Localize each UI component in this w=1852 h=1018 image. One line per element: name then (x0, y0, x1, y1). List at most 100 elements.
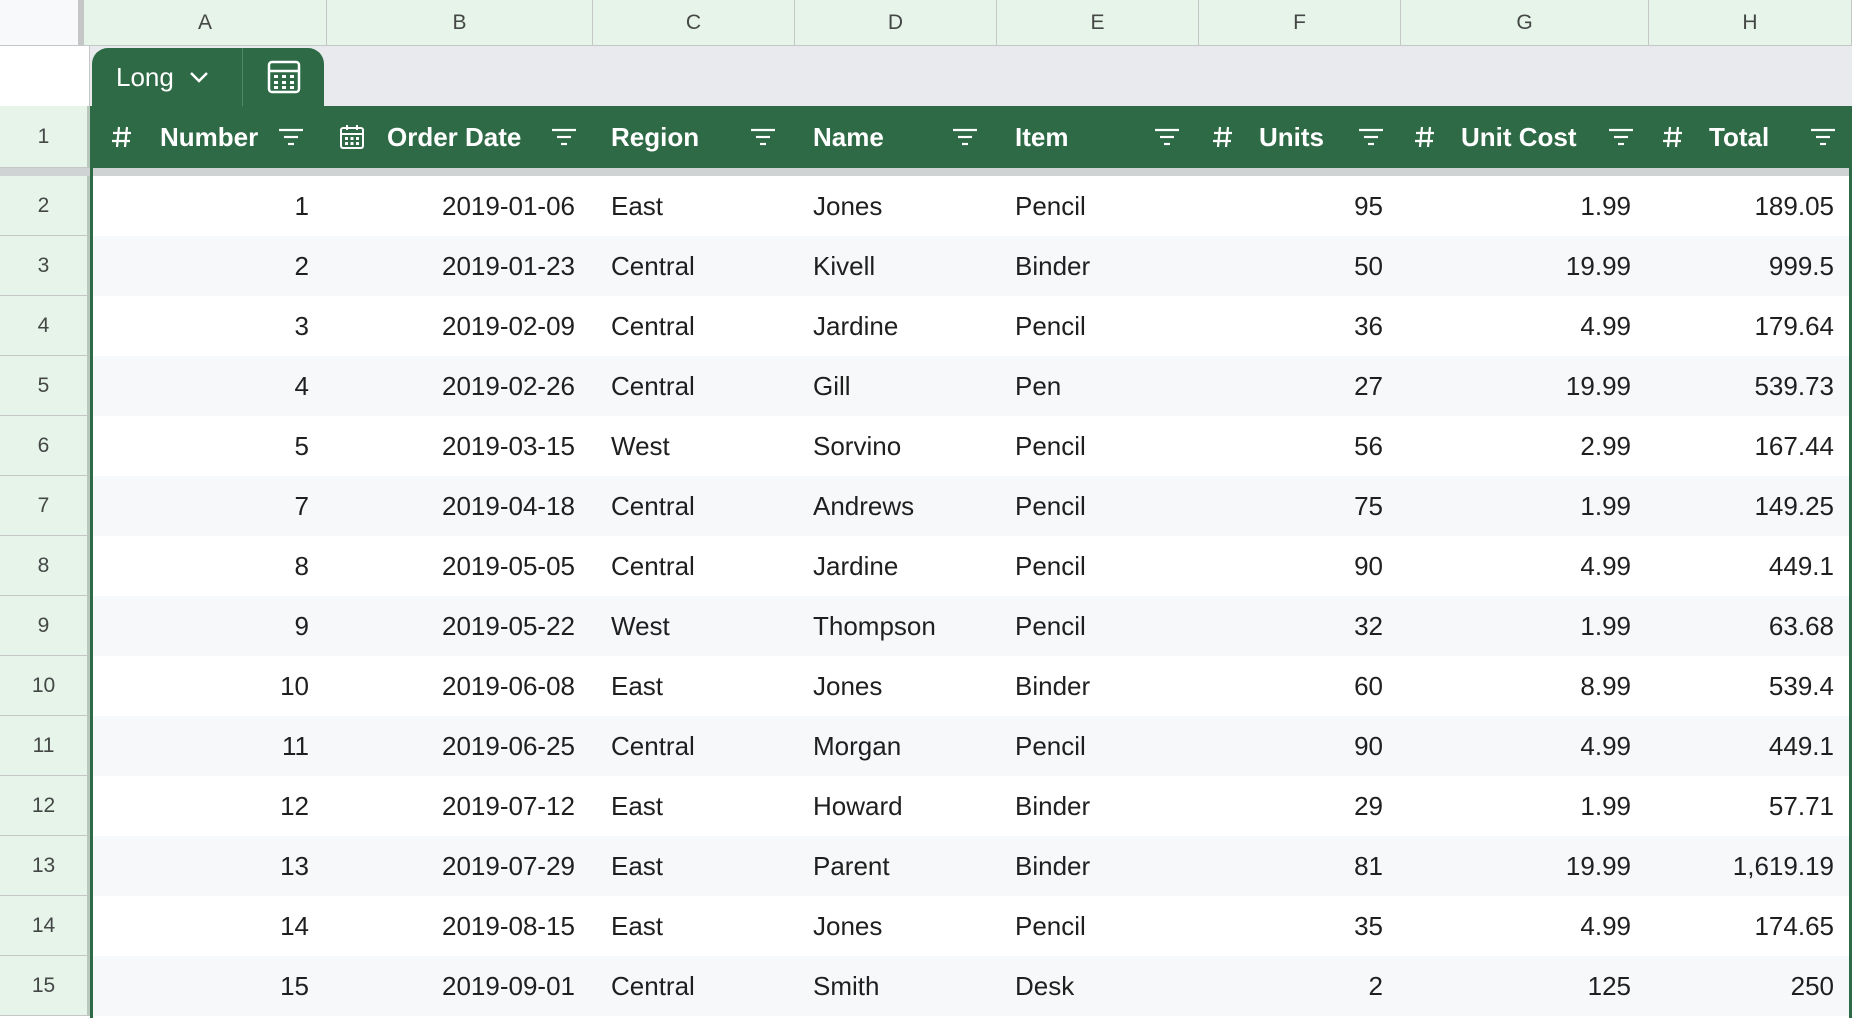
cell-units[interactable]: 60 (1354, 670, 1383, 701)
cell-order-date[interactable]: 2019-01-23 (442, 250, 575, 281)
cell-name[interactable]: Parent (813, 850, 890, 881)
cell-item[interactable]: Pencil (1015, 730, 1086, 761)
cell-unit-cost[interactable]: 19.99 (1565, 250, 1631, 281)
cell-item[interactable]: Pencil (1015, 310, 1086, 341)
cell-total[interactable]: 167.44 (1754, 430, 1834, 461)
column-header-e[interactable]: E (997, 0, 1199, 46)
cell-region[interactable]: East (611, 670, 664, 701)
cell-units[interactable]: 29 (1354, 790, 1383, 821)
cell-total[interactable]: 449.1 (1768, 550, 1834, 581)
cell-item[interactable]: Desk (1015, 970, 1075, 1001)
filter-icon[interactable] (550, 124, 578, 150)
cell-unit-cost[interactable]: 4.99 (1580, 730, 1631, 761)
cell-unit-cost[interactable]: 19.99 (1565, 370, 1631, 401)
cell-item[interactable]: Binder (1015, 670, 1091, 701)
cell-units[interactable]: 56 (1354, 430, 1383, 461)
cell-name[interactable]: Howard (813, 790, 903, 821)
cell-item[interactable]: Binder (1015, 850, 1091, 881)
cell-unit-cost[interactable]: 4.99 (1580, 310, 1631, 341)
cell-unit-cost[interactable]: 2.99 (1580, 430, 1631, 461)
cell-order-date[interactable]: 2019-07-12 (442, 790, 575, 821)
cell-total[interactable]: 149.25 (1754, 490, 1834, 521)
column-header-c[interactable]: C (593, 0, 795, 46)
cell-order-date[interactable]: 2019-01-06 (442, 190, 575, 221)
table-name-dropdown[interactable]: Long (92, 48, 242, 106)
cell-unit-cost[interactable]: 1.99 (1580, 610, 1631, 641)
cell-item[interactable]: Binder (1015, 790, 1091, 821)
column-header-h[interactable]: H (1649, 0, 1852, 46)
cell-item[interactable]: Pencil (1015, 610, 1086, 641)
header-region[interactable]: Region (593, 106, 795, 168)
column-header-a[interactable]: A (84, 0, 327, 46)
filter-icon[interactable] (1809, 124, 1837, 150)
cell-unit-cost[interactable]: 4.99 (1580, 550, 1631, 581)
header-total[interactable]: Total (1649, 106, 1852, 168)
cell-number[interactable]: 15 (280, 970, 309, 1001)
cell-unit-cost[interactable]: 1.99 (1580, 790, 1631, 821)
cell-item[interactable]: Pen (1015, 370, 1062, 401)
cell-name[interactable]: Jardine (813, 310, 899, 341)
header-order-date[interactable]: Order Date (327, 106, 593, 168)
cell-order-date[interactable]: 2019-09-01 (442, 970, 575, 1001)
cell-order-date[interactable]: 2019-07-29 (442, 850, 575, 881)
cell-units[interactable]: 90 (1354, 730, 1383, 761)
cell-item[interactable]: Pencil (1015, 910, 1086, 941)
cell-units[interactable]: 81 (1354, 850, 1383, 881)
cell-units[interactable]: 32 (1354, 610, 1383, 641)
cell-name[interactable]: Smith (813, 970, 880, 1001)
row-header-14[interactable]: 14 (0, 896, 90, 956)
cell-region[interactable]: Central (611, 250, 695, 281)
cell-order-date[interactable]: 2019-05-05 (442, 550, 575, 581)
cell-unit-cost[interactable]: 19.99 (1565, 850, 1631, 881)
column-header-b[interactable]: B (327, 0, 593, 46)
cell-units[interactable]: 27 (1354, 370, 1383, 401)
table-summary-button[interactable] (243, 48, 324, 106)
cell-total[interactable]: 63.68 (1768, 610, 1834, 641)
header-number[interactable]: Number (92, 106, 327, 168)
header-unit-cost[interactable]: Unit Cost (1401, 106, 1649, 168)
cell-item[interactable]: Pencil (1015, 550, 1086, 581)
cell-order-date[interactable]: 2019-02-26 (442, 370, 575, 401)
row-header-12[interactable]: 12 (0, 776, 90, 836)
filter-icon[interactable] (277, 124, 305, 150)
cell-total[interactable]: 539.4 (1768, 670, 1834, 701)
column-header-g[interactable]: G (1401, 0, 1649, 46)
cell-unit-cost[interactable]: 1.99 (1580, 490, 1631, 521)
filter-icon[interactable] (951, 124, 979, 150)
cell-item[interactable]: Pencil (1015, 190, 1086, 221)
row-header-5[interactable]: 5 (0, 356, 90, 416)
cell-number[interactable]: 7 (294, 490, 309, 521)
cell-region[interactable]: Central (611, 490, 695, 521)
cell-region[interactable]: East (611, 790, 664, 821)
cell-order-date[interactable]: 2019-02-09 (442, 310, 575, 341)
cell-number[interactable]: 11 (282, 730, 309, 761)
row-header-4[interactable]: 4 (0, 296, 90, 356)
cell-region[interactable]: East (611, 910, 664, 941)
cell-name[interactable]: Jones (813, 910, 883, 941)
row-header-9[interactable]: 9 (0, 596, 90, 656)
cell-name[interactable]: Thompson (813, 610, 936, 641)
cell-region[interactable]: Central (611, 550, 695, 581)
cell-unit-cost[interactable]: 125 (1587, 970, 1631, 1001)
cell-unit-cost[interactable]: 1.99 (1580, 190, 1631, 221)
cell-order-date[interactable]: 2019-06-25 (442, 730, 575, 761)
cell-item[interactable]: Pencil (1015, 490, 1086, 521)
row-header-11[interactable]: 11 (0, 716, 90, 776)
cell-order-date[interactable]: 2019-08-15 (442, 910, 575, 941)
cell-order-date[interactable]: 2019-05-22 (442, 610, 575, 641)
filter-icon[interactable] (1607, 124, 1635, 150)
cell-number[interactable]: 12 (280, 790, 309, 821)
select-all-corner[interactable] (0, 0, 84, 46)
cell-total[interactable]: 250 (1790, 970, 1834, 1001)
cell-order-date[interactable]: 2019-04-18 (442, 490, 575, 521)
header-units[interactable]: Units (1199, 106, 1401, 168)
frozen-row-divider[interactable] (0, 168, 1852, 176)
cell-region[interactable]: West (611, 430, 670, 461)
cell-total[interactable]: 449.1 (1768, 730, 1834, 761)
filter-icon[interactable] (1357, 124, 1385, 150)
cell-units[interactable]: 2 (1368, 970, 1383, 1001)
cell-unit-cost[interactable]: 4.99 (1580, 910, 1631, 941)
column-header-d[interactable]: D (795, 0, 997, 46)
cell-name[interactable]: Sorvino (813, 430, 902, 461)
cell-number[interactable]: 14 (280, 910, 309, 941)
